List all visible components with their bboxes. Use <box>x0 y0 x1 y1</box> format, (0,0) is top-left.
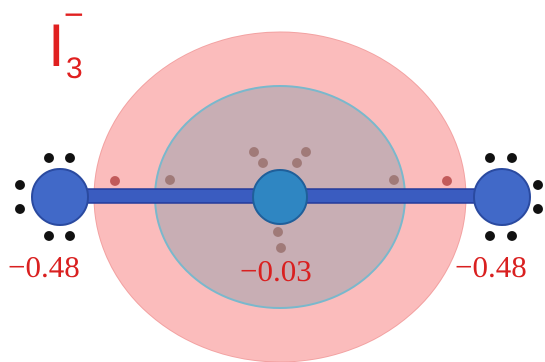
lone-pair-dot <box>15 204 25 214</box>
lone-pair-dot <box>485 153 495 163</box>
lone-pair-dot <box>15 180 25 190</box>
lone-pair-dot <box>301 147 311 157</box>
lone-pair-dot <box>65 231 75 241</box>
left-lone-pairs <box>15 153 75 241</box>
formula-element: I <box>48 12 65 79</box>
lone-pair-dot <box>507 231 517 241</box>
bond-dot-left <box>110 176 120 186</box>
lone-pair-dot <box>65 153 75 163</box>
formula-subscript: 3 <box>66 52 83 85</box>
lone-pair-dot <box>249 147 259 157</box>
lone-pair-dot <box>389 175 399 185</box>
central-lone-pairs <box>165 147 399 253</box>
right-lone-pairs <box>485 153 543 241</box>
lone-pair-dot <box>507 153 517 163</box>
ion-formula: I 3 − <box>48 0 84 85</box>
lone-pair-dot <box>292 158 302 168</box>
bond-electron-dots <box>110 176 452 186</box>
charge-label-right: −0.48 <box>455 249 527 284</box>
iodine-atom-center <box>252 169 308 225</box>
formula-charge: − <box>64 0 84 34</box>
charge-label-left: −0.48 <box>8 249 80 284</box>
bond-dot-right <box>442 176 452 186</box>
bond-right <box>279 188 503 204</box>
lone-pair-dot <box>258 158 268 168</box>
iodine-atom-left <box>31 168 89 226</box>
lone-pair-dot <box>485 231 495 241</box>
lone-pair-dot <box>276 243 286 253</box>
lone-pair-dot <box>44 231 54 241</box>
lone-pair-dot <box>533 204 543 214</box>
lone-pair-dot <box>44 153 54 163</box>
iodine-atom-right <box>473 168 531 226</box>
lone-pair-dot <box>273 227 283 237</box>
charge-label-center: −0.03 <box>240 253 312 288</box>
lone-pair-dot <box>533 180 543 190</box>
bond-left <box>59 188 283 204</box>
lone-pair-dot <box>165 175 175 185</box>
